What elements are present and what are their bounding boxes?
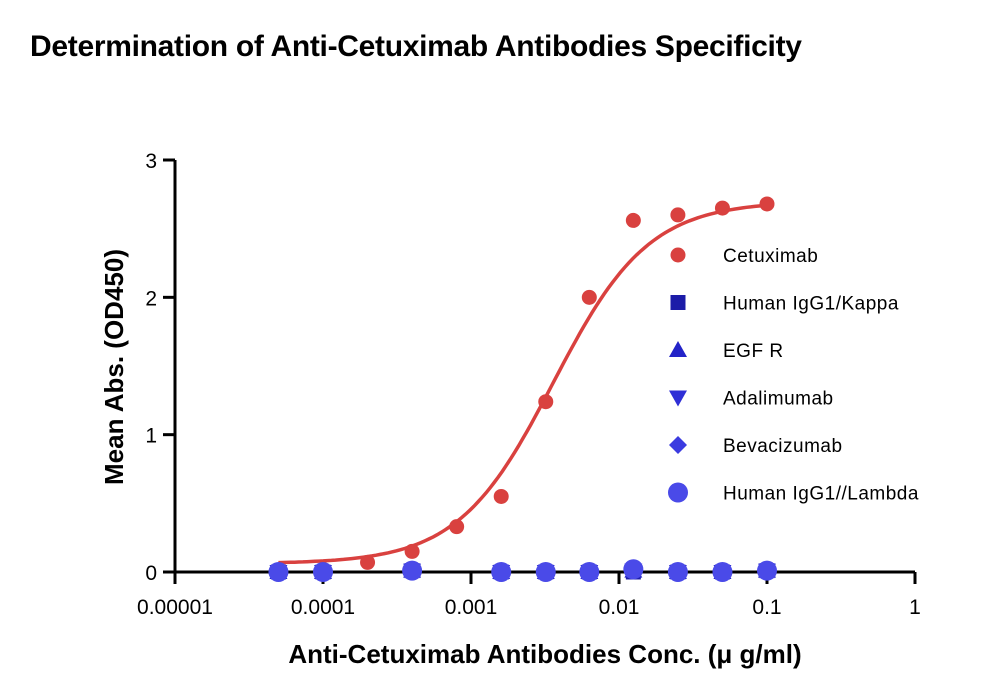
legend-marker-1 <box>670 295 686 310</box>
point-s0-0 <box>360 554 376 570</box>
x-tick-label: 0.0001 <box>291 596 355 619</box>
x-tick-label: 0.00001 <box>137 596 213 619</box>
point-s0-7 <box>670 207 686 223</box>
y-tick-label: 1 <box>145 425 157 448</box>
x-axis-title: Anti-Cetuximab Antibodies Conc. (μ g/ml) <box>288 639 801 669</box>
point-s5-9 <box>757 560 777 581</box>
point-s0-3 <box>493 488 509 504</box>
point-s0-1 <box>404 543 420 559</box>
chart-title: Determination of Anti-Cetuximab Antibodi… <box>30 30 802 63</box>
point-s5-5 <box>579 562 600 582</box>
point-s0-9 <box>759 196 775 212</box>
legend-marker-2 <box>669 341 687 357</box>
x-tick-label: 0.1 <box>752 596 781 619</box>
fit-curve-0 <box>278 203 768 565</box>
legend-label-1: Human IgG1/Kappa <box>723 294 899 315</box>
legend-marker-4 <box>669 436 687 454</box>
legend-label-2: EGF R <box>723 341 784 362</box>
point-s5-8 <box>712 562 733 582</box>
y-axis-title: Mean Abs. (OD450) <box>99 249 129 485</box>
legend-marker-3 <box>669 390 687 407</box>
point-s0-6 <box>625 212 641 228</box>
point-s5-0 <box>268 562 289 582</box>
point-s0-4 <box>538 394 554 410</box>
fit-curves-group <box>278 203 768 573</box>
legend: Cetuximab Human IgG1/Kappa EGF R Adalimumab… <box>668 246 919 505</box>
point-s5-6 <box>623 559 644 580</box>
legend-label-0: Cetuximab <box>723 246 818 267</box>
axes-group <box>163 158 917 584</box>
point-s0-8 <box>714 200 730 216</box>
legend-marker-5 <box>668 482 688 503</box>
point-s5-4 <box>535 562 556 582</box>
y-tick-label: 2 <box>145 287 157 310</box>
point-s5-2 <box>402 560 423 581</box>
y-tick-label: 3 <box>145 150 157 173</box>
point-s0-5 <box>581 289 597 305</box>
legend-marker-0 <box>670 247 686 263</box>
point-s5-3 <box>491 562 512 582</box>
x-tick-label: 1 <box>909 596 921 619</box>
x-tick-label: 0.01 <box>599 596 640 619</box>
legend-label-3: Adalimumab <box>723 389 834 410</box>
legend-label-4: Bevacizumab <box>723 436 843 457</box>
point-s0-2 <box>449 519 465 535</box>
tick-labels-group: 0 1 2 3 0.00001 0.0001 0.001 0.01 0.1 1 <box>137 150 921 619</box>
data-points-group <box>268 196 777 582</box>
point-s5-7 <box>667 562 688 582</box>
x-tick-label: 0.001 <box>445 596 498 619</box>
y-tick-label: 0 <box>145 562 157 585</box>
legend-label-5: Human IgG1//Lambda <box>723 484 919 505</box>
point-s5-1 <box>313 562 333 582</box>
